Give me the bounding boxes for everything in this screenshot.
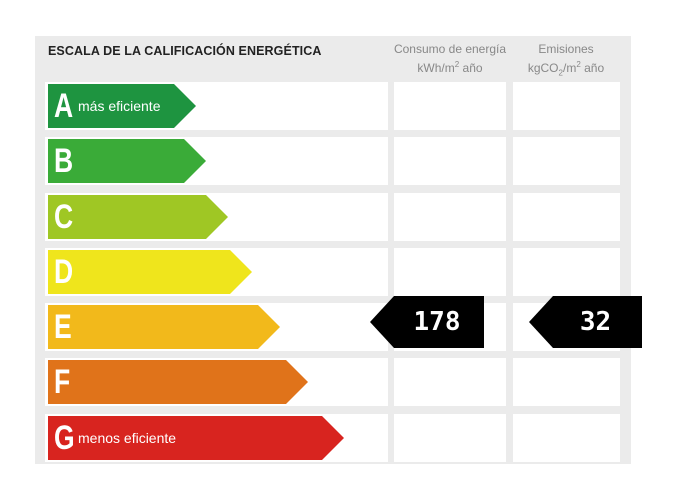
rating-row-b: B <box>0 137 700 185</box>
rating-letter: C <box>54 198 74 236</box>
scale-title: ESCALA DE LA CALIFICACIÓN ENERGÉTICA <box>48 44 322 58</box>
rating-letter: D <box>54 253 74 291</box>
emissions-cell <box>513 248 620 296</box>
consumption-cell <box>394 82 506 130</box>
consumption-cell <box>394 248 506 296</box>
emissions-header-line1: Emisiones <box>538 42 594 56</box>
emissions-value-indicator: 32 <box>529 296 642 348</box>
rating-letter: B <box>54 142 74 180</box>
consumption-value-indicator: 178 <box>370 296 484 348</box>
emissions-cell <box>513 193 620 241</box>
rating-letter: A <box>54 87 74 125</box>
rating-arrow-c: C <box>48 195 228 239</box>
consumption-column-header: Consumo de energía kWh/m2 año <box>390 41 510 76</box>
emissions-column-header: Emisiones kgCO2/m2 año <box>510 41 622 81</box>
emissions-cell <box>513 82 620 130</box>
rating-arrow-b: B <box>48 139 206 183</box>
rating-row-e: E 178 32 <box>0 296 700 351</box>
rating-arrow-f: F <box>48 360 308 404</box>
rating-label: menos eficiente <box>78 430 177 446</box>
consumption-header-line1: Consumo de energía <box>393 42 507 56</box>
rating-letter: G <box>54 419 75 457</box>
consumption-header-unit: kWh/m2 año <box>417 60 483 75</box>
rating-arrow-e: E <box>48 305 280 349</box>
emissions-value: 32 <box>579 307 612 337</box>
emissions-cell <box>513 137 620 185</box>
consumption-cell <box>394 137 506 185</box>
rating-row-f: F <box>0 358 700 406</box>
emissions-cell <box>513 358 620 406</box>
consumption-value: 178 <box>413 307 461 337</box>
rating-row-c: C <box>0 193 700 241</box>
consumption-cell <box>394 193 506 241</box>
emissions-cell <box>513 414 620 462</box>
rating-letter: E <box>54 308 72 346</box>
rating-label: más eficiente <box>78 98 161 114</box>
consumption-cell <box>394 414 506 462</box>
consumption-cell <box>394 358 506 406</box>
rating-row-d: D <box>0 248 700 296</box>
emissions-header-unit: kgCO2/m2 año <box>527 60 605 78</box>
rating-arrow-d: D <box>48 250 252 294</box>
rating-letter: F <box>54 363 71 401</box>
